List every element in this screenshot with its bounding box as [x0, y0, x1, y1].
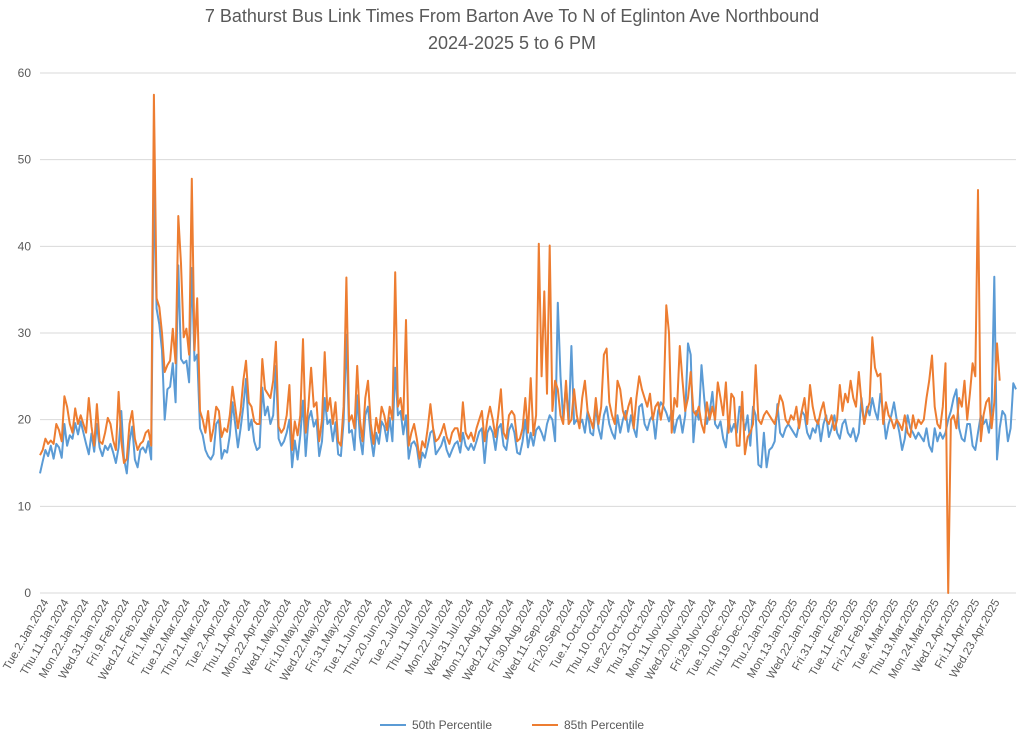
- y-tick-label: 40: [18, 239, 32, 253]
- y-tick-label: 50: [18, 153, 32, 167]
- x-axis: Tue.2.Jan.2024Thu.11.Jan.2024Mon.22.Jan.…: [1, 597, 1002, 683]
- y-tick-label: 30: [18, 326, 32, 340]
- legend-label-50th: 50th Percentile: [411, 718, 492, 732]
- legend-swatch-50th: [379, 724, 406, 726]
- y-tick-label: 60: [18, 66, 32, 80]
- y-tick-label: 0: [24, 586, 31, 600]
- legend-label-85th: 85th Percentile: [564, 718, 645, 732]
- legend-item-85th: 85th Percentile: [532, 718, 644, 732]
- y-axis: 0 10 20 30 40 50 60: [18, 66, 32, 600]
- chart-title: 7 Bathurst Bus Link Times From Barton Av…: [204, 6, 820, 26]
- legend: 50th Percentile 85th Percentile: [0, 718, 1024, 732]
- chart-subtitle: 2024-2025 5 to 6 PM: [427, 33, 597, 53]
- series-line-85th-percentile: [39, 93, 1001, 594]
- legend-item-50th: 50th Percentile: [379, 718, 492, 732]
- y-tick-label: 20: [18, 413, 32, 427]
- series-line-50th-percentile: [39, 180, 1017, 475]
- y-tick-label: 10: [18, 499, 32, 513]
- series-layer: [39, 93, 1017, 594]
- legend-swatch-85th: [532, 724, 558, 726]
